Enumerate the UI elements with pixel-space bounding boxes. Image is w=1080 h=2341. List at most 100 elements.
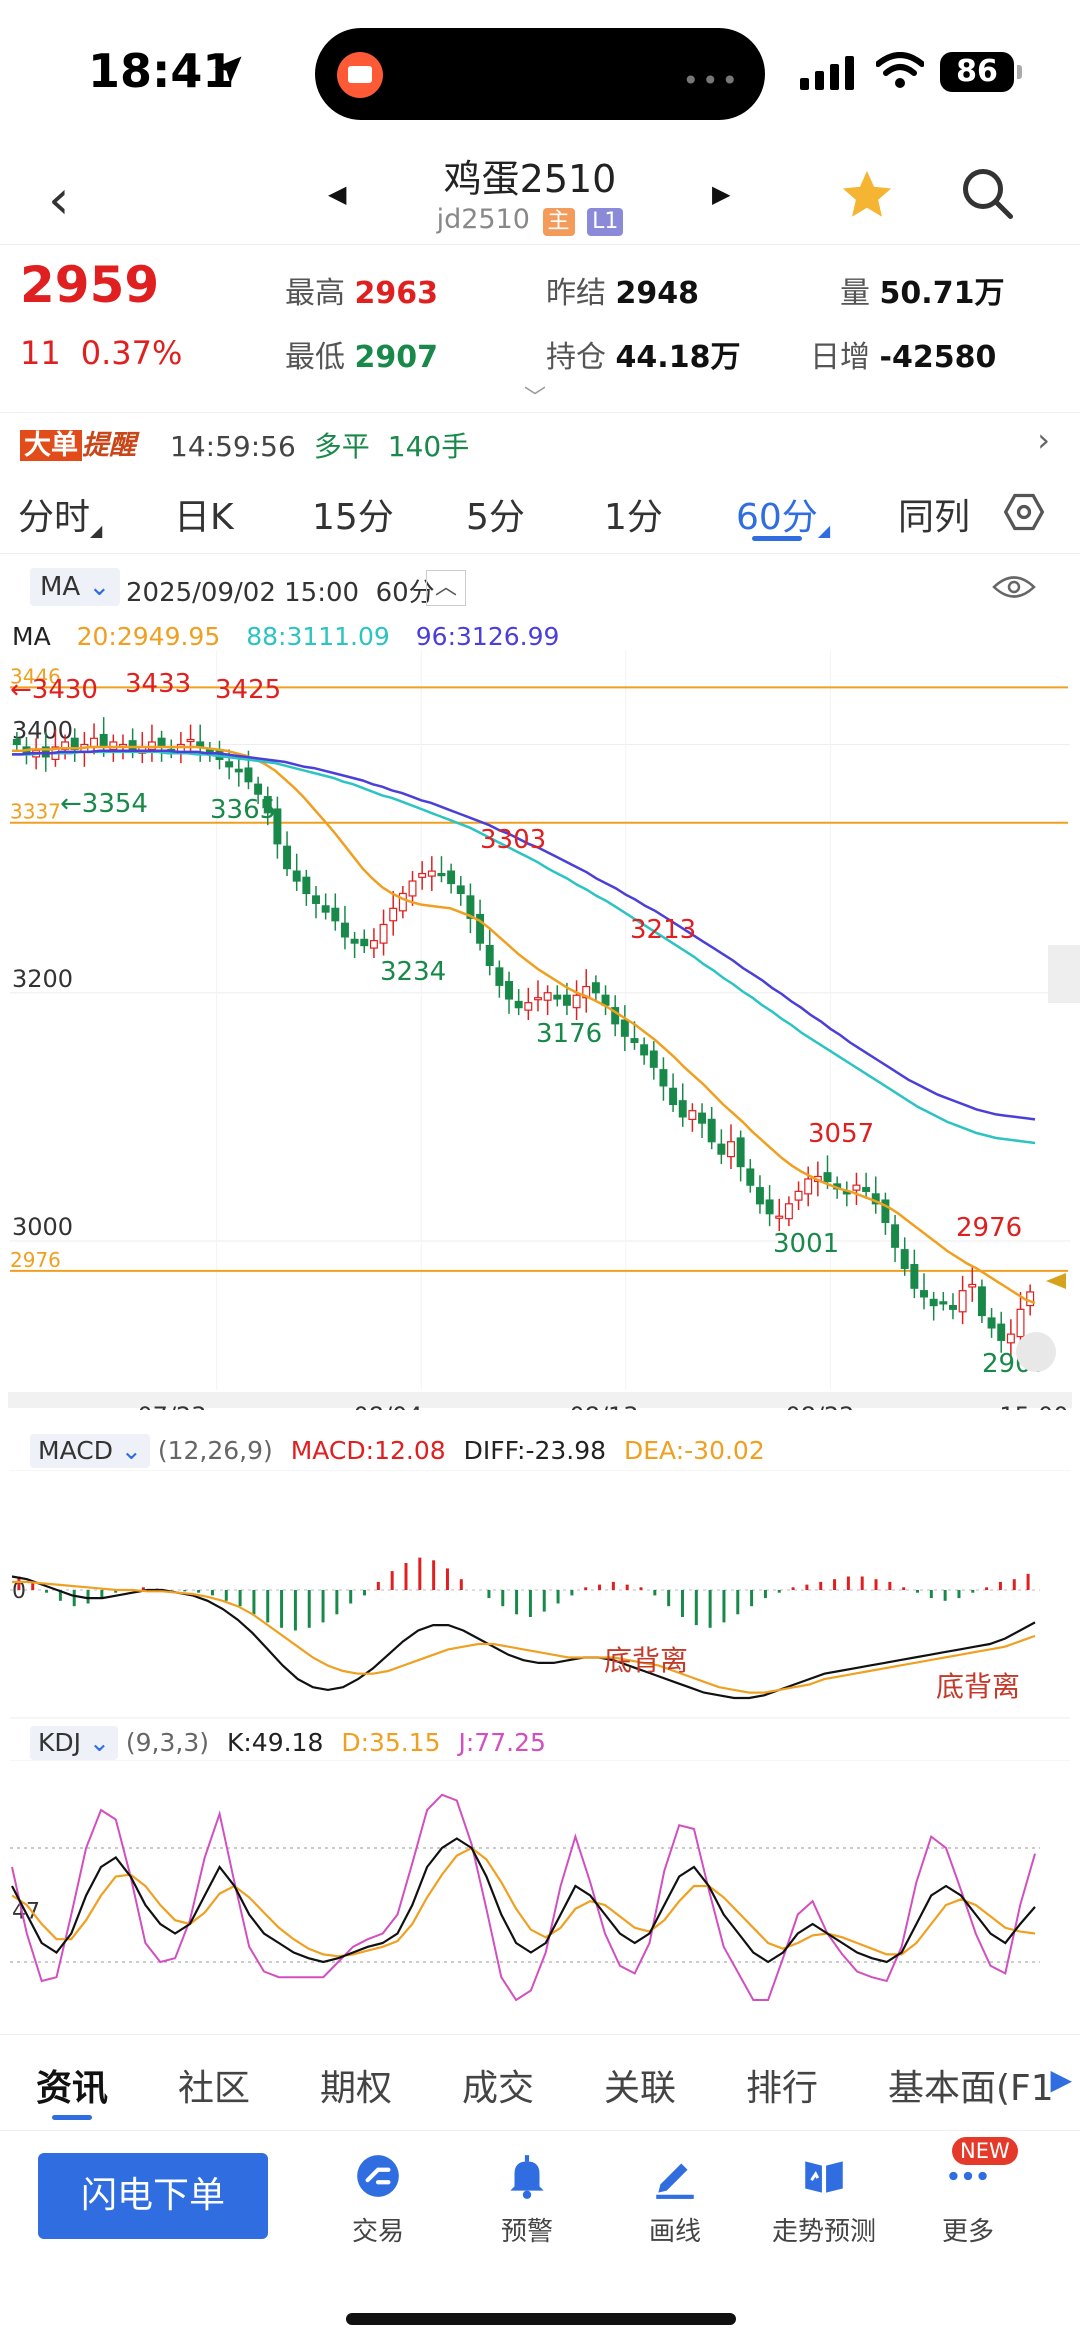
candle-body [302,876,311,895]
candle-body [1006,1333,1015,1344]
candle-body [331,907,340,922]
alert-info: 14:59:56 多平 140手 [170,425,469,465]
tab-intraday-label: 分时 [18,497,91,538]
kdj-select[interactable]: KDJ ⌄ [30,1726,118,1760]
candle-body [418,872,427,878]
chevron-right-icon[interactable]: › [1037,421,1050,459]
candle-body [698,1112,707,1124]
candle-body [360,938,369,947]
x-tick-label: 08/22 [785,1402,854,1410]
alert-button[interactable]: 预警 [452,2151,602,2248]
price-annotation: 3303 [480,825,546,855]
candle-body [659,1069,668,1087]
draw-line-button[interactable]: 画线 [600,2151,750,2248]
contract-code-text: jd2510 [436,204,530,235]
tab-5min[interactable]: 5分 [466,497,525,538]
indicator-select[interactable]: MA ⌄ [30,568,121,606]
kdj-chart[interactable]: 47 [0,1760,1080,2010]
price-annotation: 2976 [956,1213,1022,1243]
star-icon[interactable] [838,166,896,224]
tab-60min[interactable]: 60分◢ [736,488,830,540]
trend-forecast-button[interactable]: 走势预测 [749,2151,899,2248]
zero-label: 0 [12,1579,26,1604]
tab-community[interactable]: 社区 [178,2068,251,2109]
ellipsis-icon: ••• [682,64,741,97]
j-value: J:77.25 [458,1728,546,1757]
candle-body [283,845,292,870]
tab-ranking[interactable]: 排行 [746,2068,819,2109]
back-icon[interactable]: ‹ [48,168,70,231]
change-percent: 0.37% [80,334,183,372]
candle-body [369,940,378,949]
reference-line-label: 3446 [10,664,61,688]
candle-body [427,870,436,877]
y-tick-label: 3000 [12,1213,73,1241]
chevron-right-icon[interactable]: ▶ [1050,2063,1072,2096]
app-header: ‹ ◀ 鸡蛋2510 jd2510 主 L1 ▶ [0,140,1080,245]
ma-label: MA [12,622,51,651]
macd-params: (12,26,9) [157,1436,273,1465]
candle-body [804,1178,813,1195]
settings-hexagon-icon[interactable] [1002,490,1046,534]
search-icon[interactable] [958,164,1018,224]
big-order-alert[interactable]: 大单 提醒 14:59:56 多平 140手 › [0,412,1080,468]
tab-intraday[interactable]: 分时◢ [18,488,102,540]
macd-select-label: MACD [38,1436,113,1465]
home-indicator[interactable] [346,2313,736,2325]
level-tag: L1 [587,208,624,236]
candle-body [582,985,591,999]
vol-label: 量 [840,276,870,311]
prev-contract-icon[interactable]: ◀ [328,180,347,208]
k-value: K:49.18 [226,1728,324,1757]
chevron-up-icon[interactable]: ︿ [426,570,466,606]
candle-body [41,746,50,758]
eye-icon[interactable] [992,572,1036,602]
x-tick-label: 08/04 [353,1402,422,1410]
price-change: 11 0.37% [20,334,202,372]
candle-body [794,1190,803,1201]
tab-news[interactable]: 资讯 [36,2068,109,2109]
flash-order-button[interactable]: 闪电下单 [38,2153,268,2239]
candle-body [823,1172,832,1183]
period-tabs: 分时◢ 日K 15分 5分 1分 60分◢ 同列 [0,474,1080,554]
tab-same-column[interactable]: 同列 [898,497,971,538]
more-button[interactable]: 更多 [893,2151,1043,2248]
candle-body [977,1286,986,1317]
status-bar: 18:41 ••• 86 [0,0,1080,140]
candle-body [1026,1291,1035,1307]
price-annotation: 3057 [808,1119,874,1149]
candle-body [437,872,446,877]
y-tick-label: 3200 [12,965,73,993]
tab-daily[interactable]: 日K [174,497,234,538]
kdj-header: KDJ ⌄ (9,3,3) K:49.18 D:35.15 J:77.25 [30,1726,546,1760]
trade-button[interactable]: 交易 [303,2151,453,2248]
high-value: 2963 [354,276,439,311]
alert-badge: 大单 提醒 [20,423,136,461]
chevron-down-icon[interactable]: ﹀ [524,386,547,411]
alert-qty: 140手 [387,430,470,463]
alert-action: 多平 [313,430,370,463]
ma96-value: 96:3126.99 [415,622,560,651]
low-cell: 最低 2907 [285,332,438,376]
trade-icon [357,2155,399,2197]
candle-body [900,1249,909,1269]
dynamic-island: ••• [315,28,765,120]
price-annotation: 3001 [773,1229,839,1259]
price-annotation: 3234 [380,957,446,987]
next-contract-icon[interactable]: ▶ [712,180,731,208]
tab-1min[interactable]: 1分 [604,497,663,538]
candle-body [389,907,398,922]
tab-trades[interactable]: 成交 [462,2068,535,2109]
kline-chart[interactable]: 3400 3200 3000 3446 3337 2976 ←3430 3433 3425 ←33… [0,650,1080,1410]
tab-fundamentals[interactable]: 基本面(F1 [888,2068,1054,2109]
tab-related[interactable]: 关联 [604,2068,677,2109]
candle-body [321,905,330,913]
tab-15min[interactable]: 15分 [312,497,394,538]
new-badge: NEW [952,2137,1018,2165]
price-pointer [1046,1273,1066,1289]
tab-options[interactable]: 期权 [320,2068,393,2109]
low-label: 最低 [285,340,345,375]
main-contract-tag: 主 [542,208,575,236]
macd-select[interactable]: MACD ⌄ [30,1434,150,1468]
